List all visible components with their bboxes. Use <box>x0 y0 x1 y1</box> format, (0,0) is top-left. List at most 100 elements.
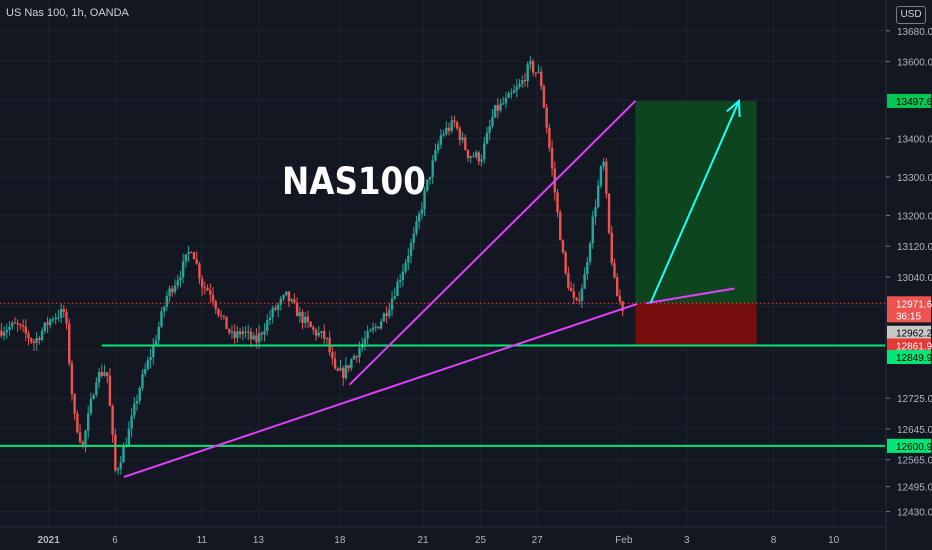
candle-body <box>181 261 185 278</box>
candle-body <box>379 321 383 329</box>
candle-body <box>152 345 155 357</box>
price-label-box <box>887 296 931 311</box>
candle-body <box>24 326 28 334</box>
candle-body <box>298 312 301 317</box>
candle-body <box>420 209 424 214</box>
candle-body <box>347 365 350 369</box>
candle-body <box>599 166 603 186</box>
price-label-text: 12861.9 <box>896 341 932 352</box>
candle-body <box>271 307 274 318</box>
time-tick-label: 2021 <box>38 535 61 546</box>
candle-body <box>285 291 288 296</box>
candle-body <box>268 317 272 321</box>
candle-body <box>198 263 201 279</box>
candle-body <box>13 322 17 324</box>
candle-body <box>146 360 150 370</box>
candle-body <box>200 278 204 288</box>
candle-body <box>187 252 190 255</box>
target-arrow-head <box>726 98 741 117</box>
candle-body <box>412 233 415 244</box>
time-tick-label: 25 <box>475 535 487 546</box>
candle-body <box>287 291 291 302</box>
position-zones <box>635 100 757 346</box>
candle-body <box>70 363 74 395</box>
candle-body <box>607 193 611 233</box>
candle-body <box>40 330 44 340</box>
candle-body <box>154 340 158 346</box>
candle-body <box>580 288 584 301</box>
candle-body <box>122 446 125 463</box>
candle-body <box>35 338 38 344</box>
candle-body <box>480 159 483 162</box>
candle-body <box>472 156 475 158</box>
candle-body <box>119 462 122 469</box>
price-tick-label: 12495.0 <box>897 483 932 494</box>
candle-body <box>469 156 472 158</box>
candle-body <box>474 152 478 157</box>
time-tick-label: 10 <box>828 535 840 546</box>
candle-body <box>214 301 217 309</box>
candle-body <box>160 311 163 327</box>
target-arrow-shaft <box>649 100 740 304</box>
price-tick-label: 13300.0 <box>897 173 932 184</box>
candle-body <box>2 332 6 336</box>
candle-body <box>591 216 594 244</box>
candle-body <box>526 64 529 82</box>
candle-body <box>407 255 410 263</box>
candle-body <box>138 388 141 401</box>
candle-body <box>453 120 456 122</box>
candle-body <box>466 149 470 158</box>
candle-body <box>567 273 570 288</box>
price-tick-label: 12430.0 <box>897 508 932 519</box>
candle-body <box>483 143 486 160</box>
candle-body <box>561 240 565 253</box>
price-label-box <box>887 325 931 340</box>
time-tick-label: 27 <box>532 535 544 546</box>
candle-body <box>228 329 231 333</box>
candle-body <box>87 413 90 431</box>
candle-body <box>100 372 103 376</box>
price-tick-label: 13200.0 <box>897 211 932 222</box>
candle-body <box>209 290 212 295</box>
candle-body <box>266 320 269 331</box>
candle-body <box>613 263 616 278</box>
candle-body <box>515 86 519 91</box>
candle-body <box>203 287 207 289</box>
candle-body <box>464 137 467 150</box>
price-tick-label: 13040.0 <box>897 273 932 284</box>
candle-body <box>325 338 329 340</box>
candle-body <box>518 84 521 87</box>
trend-line <box>348 100 637 386</box>
candle-body <box>615 277 619 297</box>
candle-body <box>569 287 573 292</box>
candle-body <box>447 127 451 131</box>
candle-body <box>534 72 538 74</box>
candle-body <box>65 311 68 324</box>
candle-body <box>531 61 535 73</box>
time-tick-label: Feb <box>615 535 633 546</box>
candle-body <box>11 322 14 327</box>
candle-body <box>68 323 71 364</box>
candle-body <box>537 71 540 73</box>
candle-body <box>540 71 543 87</box>
currency-button[interactable]: USD <box>896 6 926 24</box>
candle-body <box>610 232 613 264</box>
candle-body <box>350 359 353 369</box>
candle-body <box>317 332 320 336</box>
candle-body <box>257 333 261 343</box>
candle-body <box>382 313 386 322</box>
candle-body <box>477 152 481 162</box>
candle-body <box>548 128 551 148</box>
price-tick-label: 13600.0 <box>897 58 932 69</box>
candle-body <box>385 313 388 317</box>
candle-body <box>84 430 87 445</box>
candle-body <box>233 331 236 338</box>
candle-body <box>249 331 253 340</box>
trend-line <box>645 287 735 305</box>
candle-body <box>114 434 117 471</box>
candle-body <box>51 319 55 321</box>
candle-body <box>301 312 304 324</box>
candle-body <box>564 252 567 274</box>
